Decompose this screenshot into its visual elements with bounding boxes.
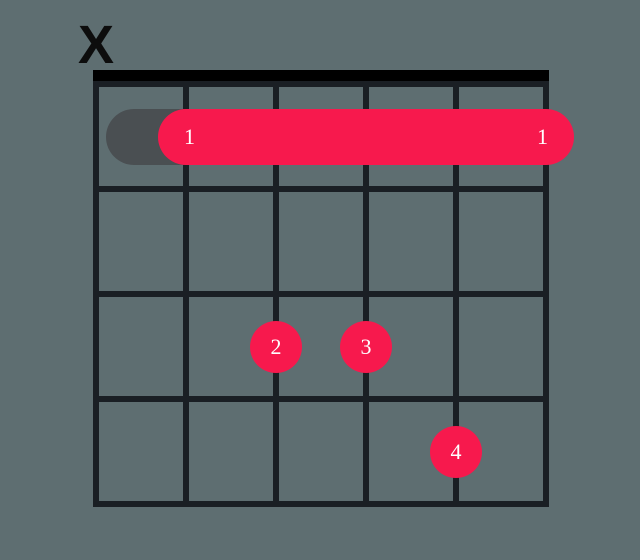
string-line (93, 84, 99, 504)
mute-marker: X (66, 14, 126, 76)
fret-line (93, 501, 549, 507)
fret-line (93, 81, 549, 87)
fret-line (93, 186, 549, 192)
finger-dot: 4 (430, 426, 482, 478)
barre-label-left: 1 (184, 126, 195, 148)
finger-label: 4 (451, 441, 462, 463)
fret-line (93, 291, 549, 297)
finger-dot: 2 (250, 321, 302, 373)
fret-line (93, 396, 549, 402)
chord-diagram: X11234 (0, 0, 640, 560)
finger-dot: 3 (340, 321, 392, 373)
barre-label-right: 1 (537, 126, 548, 148)
finger-label: 2 (271, 336, 282, 358)
finger-label: 3 (361, 336, 372, 358)
barre: 11 (158, 109, 574, 165)
